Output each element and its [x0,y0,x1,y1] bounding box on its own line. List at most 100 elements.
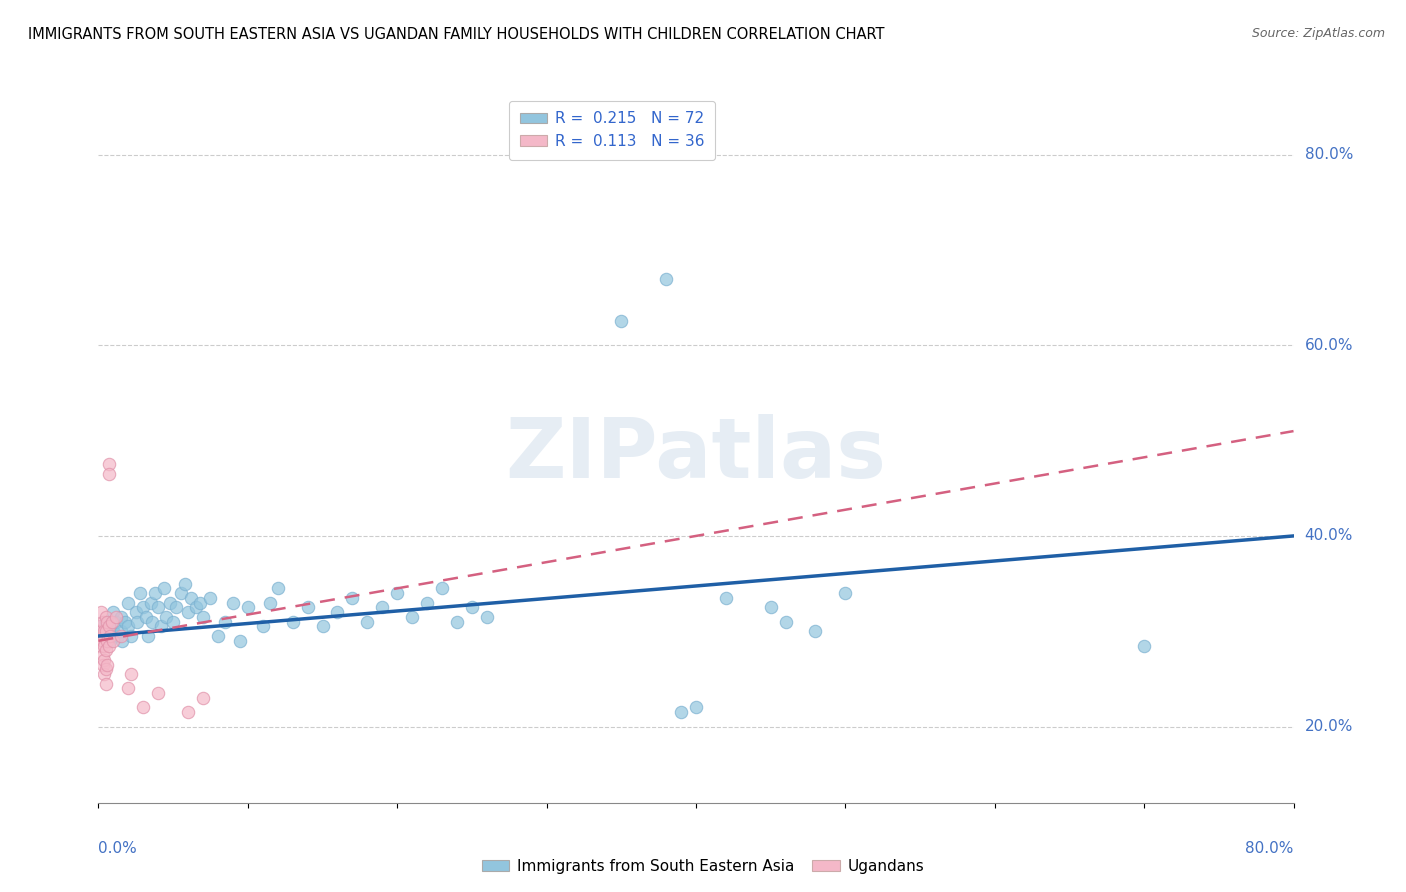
Legend: Immigrants from South Eastern Asia, Ugandans: Immigrants from South Eastern Asia, Ugan… [475,853,931,880]
Point [180,591,202,605]
Point [96,615,118,629]
Point [162,615,184,629]
Point [475,610,498,624]
Point [90,624,112,639]
Point [93,624,115,639]
Point [96,624,118,639]
Point [110,624,132,639]
Point [93,639,115,653]
Point [105,615,128,629]
Point [136,629,159,643]
Point [236,600,259,615]
Point [159,596,181,610]
Text: 80.0%: 80.0% [1305,147,1353,162]
Point [98,629,122,643]
Point [107,629,129,643]
Legend: R =  0.215   N = 72, R =  0.113   N = 36: R = 0.215 N = 72, R = 0.113 N = 36 [509,101,716,160]
Point [94,643,117,657]
Point [103,605,125,619]
Point [150,619,173,633]
Point [91,648,114,662]
Text: ZIPatlas: ZIPatlas [506,415,886,495]
Point [90,619,112,633]
Point [90,605,112,619]
Point [97,467,120,481]
Point [430,582,453,596]
Point [371,600,394,615]
Point [97,458,120,472]
Point [94,615,117,629]
Point [685,700,707,714]
Point [96,633,118,648]
Point [775,615,797,629]
Point [326,605,349,619]
Point [401,610,423,624]
Point [177,705,200,719]
Point [342,591,364,605]
Text: 20.0%: 20.0% [1305,719,1353,734]
Point [200,591,222,605]
Point [97,619,120,633]
Point [94,662,117,676]
Point [97,639,120,653]
Point [117,619,139,633]
Point [132,600,155,615]
Point [714,591,737,605]
Point [155,610,177,624]
Point [148,600,170,615]
Point [655,271,678,285]
Text: 0.0%: 0.0% [98,841,138,856]
Point [229,633,252,648]
Point [120,667,142,681]
Point [356,615,378,629]
Point [297,600,319,615]
Point [252,619,274,633]
Point [153,582,176,596]
Point [222,596,245,610]
Point [207,629,229,643]
Point [759,600,782,615]
Point [135,610,157,624]
Point [132,700,155,714]
Point [127,615,149,629]
Point [385,586,409,600]
Point [96,657,118,672]
Point [110,610,132,624]
Text: IMMIGRANTS FROM SOUTH EASTERN ASIA VS UGANDAN FAMILY HOUSEHOLDS WITH CHILDREN CO: IMMIGRANTS FROM SOUTH EASTERN ASIA VS UG… [28,27,884,42]
Point [267,582,290,596]
Point [90,639,112,653]
Point [610,314,633,328]
Point [125,605,148,619]
Point [281,615,304,629]
Point [148,686,170,700]
Point [101,615,124,629]
Point [143,586,166,600]
Point [120,629,142,643]
Point [141,615,163,629]
Text: 40.0%: 40.0% [1305,528,1353,543]
Point [311,619,333,633]
Point [669,705,692,719]
Point [259,596,281,610]
Point [174,576,197,591]
Text: 60.0%: 60.0% [1305,338,1353,353]
Point [461,600,484,615]
Point [89,619,111,633]
Point [191,690,214,705]
Point [129,586,152,600]
Point [91,657,114,672]
Point [446,615,468,629]
Point [91,633,114,648]
Text: Source: ZipAtlas.com: Source: ZipAtlas.com [1251,27,1385,40]
Point [110,629,132,643]
Point [93,667,115,681]
Point [834,586,856,600]
Point [416,596,439,610]
Point [169,586,191,600]
Point [114,615,136,629]
Point [94,610,117,624]
Point [89,629,111,643]
Point [105,610,128,624]
Point [91,629,114,643]
Point [98,633,122,648]
